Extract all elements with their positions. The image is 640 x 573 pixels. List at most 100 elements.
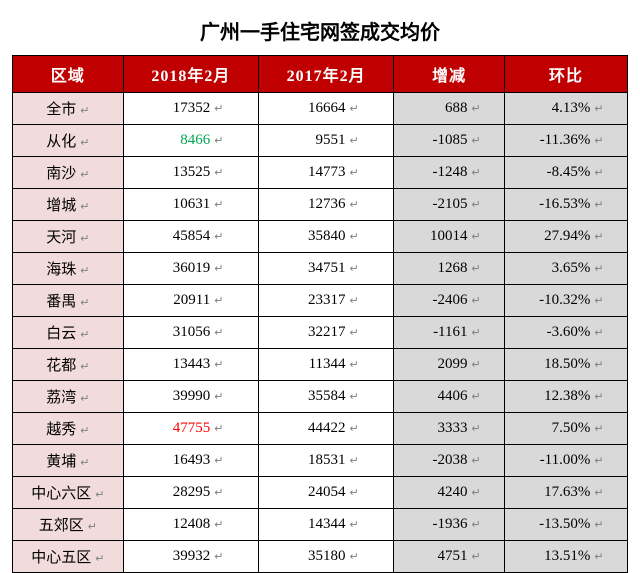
return-icon: ↵ (214, 135, 223, 147)
value-diff: -1161 (418, 324, 468, 341)
value-2018: 13443 (158, 356, 210, 373)
cell-2017: 35840↵ (258, 221, 393, 253)
col-pct: 环比 (504, 56, 627, 93)
value-diff: 688 (418, 100, 468, 117)
value-2017: 32217 (294, 324, 346, 341)
cell-2017: 12736↵ (258, 189, 393, 221)
return-icon: ↵ (594, 167, 603, 179)
cell-region: 增城↵ (13, 189, 124, 221)
return-icon: ↵ (350, 455, 359, 467)
region-label: 海珠 (46, 261, 76, 278)
cell-2018: 47755↵ (123, 413, 258, 445)
return-icon: ↵ (472, 423, 481, 435)
table-row: 黄埔↵16493↵18531↵-2038↵-11.00%↵ (13, 445, 628, 477)
cell-2018: 20911↵ (123, 285, 258, 317)
value-2018: 39932 (158, 548, 210, 565)
value-diff: -2406 (418, 292, 468, 309)
return-icon: ↵ (594, 231, 603, 243)
value-diff: 4751 (418, 548, 468, 565)
region-label: 越秀 (46, 421, 76, 438)
cell-pct: 3.65%↵ (504, 253, 627, 285)
cell-region: 南沙↵ (13, 157, 124, 189)
table-header-row: 区域 2018年2月 2017年2月 增减 环比 (13, 56, 628, 93)
value-2017: 34751 (294, 260, 346, 277)
value-2017: 9551 (294, 132, 346, 149)
value-pct: -3.60% (528, 324, 590, 341)
cell-2018: 17352↵ (123, 93, 258, 125)
return-icon: ↵ (472, 295, 481, 307)
value-pct: 7.50% (528, 420, 590, 437)
value-pct: 12.38% (528, 388, 590, 405)
value-2017: 35584 (294, 388, 346, 405)
cell-2018: 13525 ↵ (123, 157, 258, 189)
cell-2018: 31056↵ (123, 317, 258, 349)
cell-region: 荔湾↵ (13, 381, 124, 413)
value-2018: 8466 (158, 132, 210, 149)
region-label: 中心五区 (31, 549, 91, 566)
table-row: 花都↵13443↵11344↵2099↵18.50%↵ (13, 349, 628, 381)
table-row: 番禺↵20911↵23317↵-2406↵-10.32%↵ (13, 285, 628, 317)
value-diff: -2038 (418, 452, 468, 469)
table-row: 越秀↵47755↵44422↵3333↵7.50%↵ (13, 413, 628, 445)
cell-diff: 1268↵ (394, 253, 505, 285)
cell-2018: 45854↵ (123, 221, 258, 253)
value-diff: -1936 (418, 516, 468, 533)
cell-pct: -3.60% ↵ (504, 317, 627, 349)
region-label: 五郊区 (39, 517, 84, 534)
value-2018: 13525 (158, 164, 210, 181)
cell-2018: 16493↵ (123, 445, 258, 477)
cell-region: 中心五区↵ (13, 541, 124, 573)
return-icon: ↵ (472, 135, 481, 147)
cell-2017: 24054↵ (258, 477, 393, 509)
return-icon: ↵ (472, 359, 481, 371)
return-icon: ↵ (594, 487, 603, 499)
cell-region: 番禺↵ (13, 285, 124, 317)
region-label: 白云 (46, 325, 76, 342)
value-2017: 24054 (294, 484, 346, 501)
value-pct: -11.00% (528, 452, 590, 469)
cell-diff: -2105↵ (394, 189, 505, 221)
cell-2017: 44422↵ (258, 413, 393, 445)
value-2018: 47755 (158, 420, 210, 437)
region-label: 中心六区 (31, 485, 91, 502)
return-icon: ↵ (214, 167, 223, 179)
return-icon: ↵ (472, 391, 481, 403)
return-icon: ↵ (80, 265, 89, 277)
cell-region: 花都↵ (13, 349, 124, 381)
region-label: 荔湾 (46, 389, 76, 406)
return-icon: ↵ (472, 167, 481, 179)
cell-diff: 4240↵ (394, 477, 505, 509)
cell-diff: 3333↵ (394, 413, 505, 445)
value-pct: 17.63% (528, 484, 590, 501)
return-icon: ↵ (214, 103, 223, 115)
value-2017: 11344 (294, 356, 346, 373)
value-2017: 23317 (294, 292, 346, 309)
return-icon: ↵ (214, 231, 223, 243)
cell-diff: 4406↵ (394, 381, 505, 413)
return-icon: ↵ (80, 137, 89, 149)
value-2018: 39990 (158, 388, 210, 405)
return-icon: ↵ (214, 327, 223, 339)
value-pct: 4.13% (528, 100, 590, 117)
return-icon: ↵ (214, 391, 223, 403)
cell-2017: 11344↵ (258, 349, 393, 381)
return-icon: ↵ (472, 327, 481, 339)
value-pct: -10.32% (528, 292, 590, 309)
return-icon: ↵ (350, 423, 359, 435)
table-row: 从化↵8466↵9551↵-1085↵-11.36%↵ (13, 125, 628, 157)
cell-2017: 9551↵ (258, 125, 393, 157)
region-label: 南沙 (46, 165, 76, 182)
return-icon: ↵ (80, 457, 89, 469)
cell-2017: 34751↵ (258, 253, 393, 285)
cell-diff: 688↵ (394, 93, 505, 125)
value-pct: 3.65% (528, 260, 590, 277)
return-icon: ↵ (472, 199, 481, 211)
cell-region: 越秀↵ (13, 413, 124, 445)
value-2017: 35840 (294, 228, 346, 245)
return-icon: ↵ (594, 327, 603, 339)
cell-2017: 14773↵ (258, 157, 393, 189)
cell-2017: 14344↵ (258, 509, 393, 541)
page-title: 广州一手住宅网签成交均价 (12, 8, 628, 55)
value-diff: 4240 (418, 484, 468, 501)
cell-diff: -1161 ↵ (394, 317, 505, 349)
